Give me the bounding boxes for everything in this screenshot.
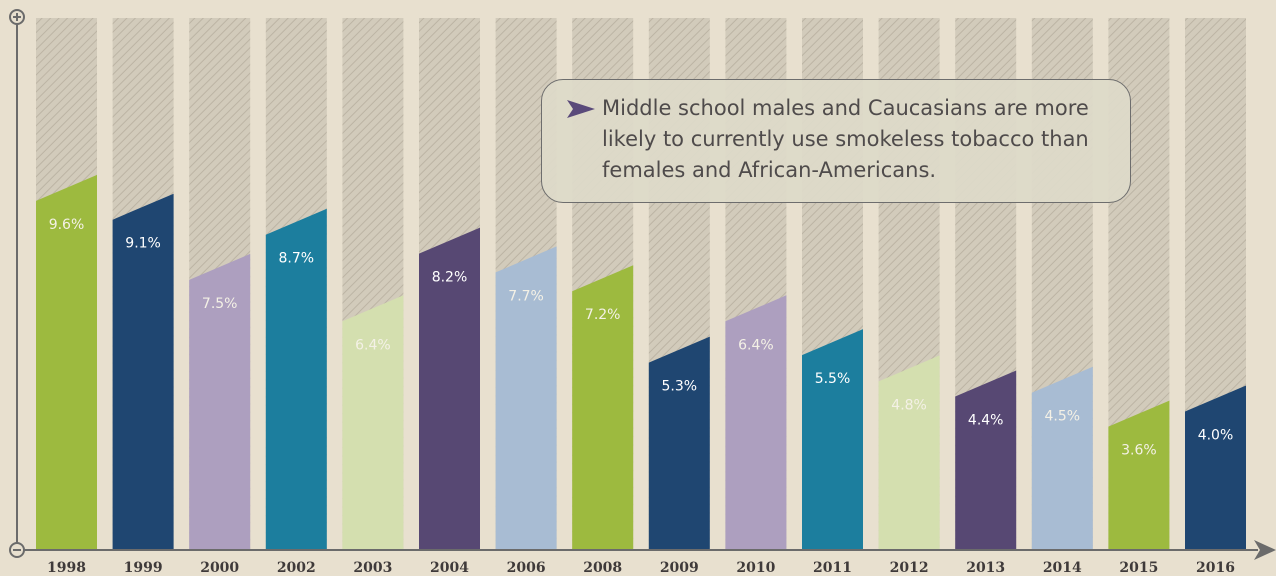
bar-1999 xyxy=(112,193,174,549)
x-tick-label: 2013 xyxy=(966,560,1005,576)
x-tick-label: 2016 xyxy=(1196,560,1235,576)
data-label-2010: 6.4% xyxy=(738,337,774,353)
data-label-2009: 5.3% xyxy=(662,379,698,395)
bar-2014 xyxy=(1031,366,1093,549)
bar-2009 xyxy=(648,336,710,549)
x-tick-label: 1999 xyxy=(124,560,163,576)
minus-circle-icon xyxy=(9,542,25,558)
arrow-right-icon xyxy=(1254,540,1276,560)
x-tick-label: 2008 xyxy=(583,560,622,576)
bar-2015 xyxy=(1108,400,1170,549)
x-tick-label: 2006 xyxy=(507,560,546,576)
bar-2003 xyxy=(342,295,404,549)
data-label-2014: 4.5% xyxy=(1045,409,1081,425)
bar-2016 xyxy=(1185,385,1246,549)
bar-2000 xyxy=(189,253,251,549)
data-label-2004: 8.2% xyxy=(432,270,468,286)
data-label-2003: 6.4% xyxy=(355,337,391,353)
data-label-2011: 5.5% xyxy=(815,371,851,387)
x-tick-label: 2012 xyxy=(890,560,929,576)
data-label-2013: 4.4% xyxy=(968,413,1004,429)
x-tick-label: 2000 xyxy=(200,560,239,576)
bar-2006 xyxy=(495,246,557,549)
x-tick-label: 2004 xyxy=(430,560,469,576)
bar-1998 xyxy=(36,174,97,549)
x-tick-label: 2010 xyxy=(736,560,775,576)
callout-text: Middle school males and Caucasians are m… xyxy=(602,96,1089,182)
data-label-2012: 4.8% xyxy=(891,397,927,413)
plus-circle-icon xyxy=(9,9,25,25)
data-label-2002: 8.7% xyxy=(279,251,315,267)
data-label-2000: 7.5% xyxy=(202,296,238,312)
x-tick-label: 2014 xyxy=(1043,560,1082,576)
x-tick-label: 2003 xyxy=(353,560,392,576)
bar-2011 xyxy=(802,329,863,549)
data-label-2006: 7.7% xyxy=(508,288,544,304)
bar-2002 xyxy=(265,208,327,549)
bar-2013 xyxy=(955,370,1017,549)
x-tick-label: 1998 xyxy=(47,560,86,576)
bar-2012 xyxy=(878,355,940,549)
data-label-2016: 4.0% xyxy=(1198,428,1234,444)
callout-box: Middle school males and Caucasians are m… xyxy=(541,79,1131,203)
data-label-1998: 9.6% xyxy=(49,217,85,233)
data-label-1999: 9.1% xyxy=(125,236,161,252)
bar-2004 xyxy=(419,227,480,549)
data-label-2015: 3.6% xyxy=(1121,443,1157,459)
x-tick-label: 2002 xyxy=(277,560,316,576)
bar-2008 xyxy=(572,265,634,549)
x-tick-label: 2011 xyxy=(813,560,852,576)
x-tick-label: 2015 xyxy=(1119,560,1158,576)
x-tick-label: 2009 xyxy=(660,560,699,576)
bar-2010 xyxy=(725,295,787,549)
data-label-2008: 7.2% xyxy=(585,307,621,323)
play-arrow-icon xyxy=(567,100,595,118)
